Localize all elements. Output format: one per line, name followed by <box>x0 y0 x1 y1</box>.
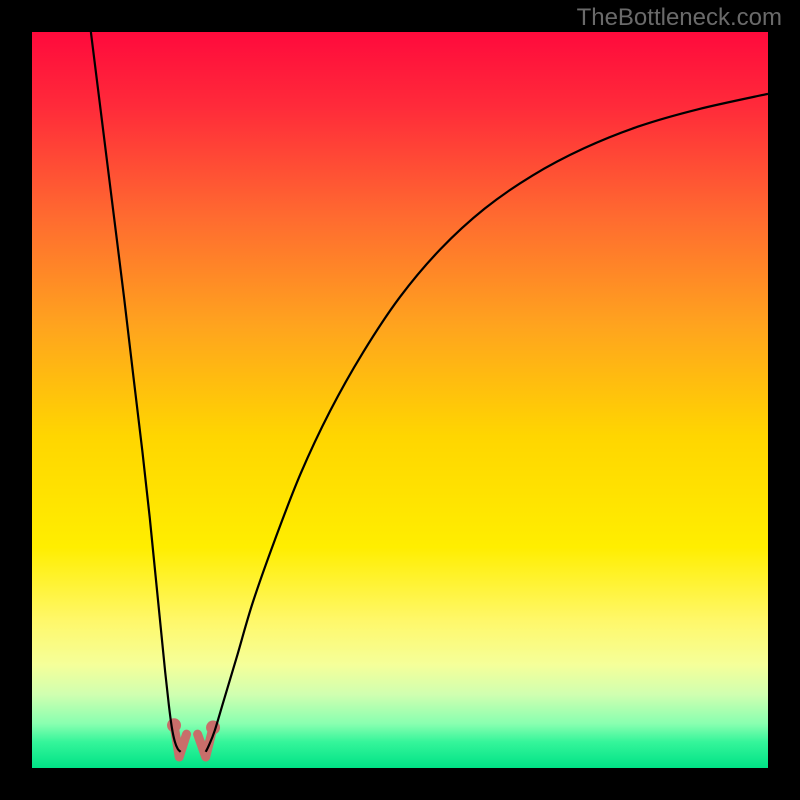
curve-layer <box>32 32 768 768</box>
curve-right <box>206 94 768 752</box>
plot-area <box>32 32 768 768</box>
chart-frame: TheBottleneck.com <box>0 0 800 800</box>
attribution-label: TheBottleneck.com <box>577 4 782 32</box>
curve-left <box>91 32 181 752</box>
valley-marker-dot <box>167 718 181 732</box>
